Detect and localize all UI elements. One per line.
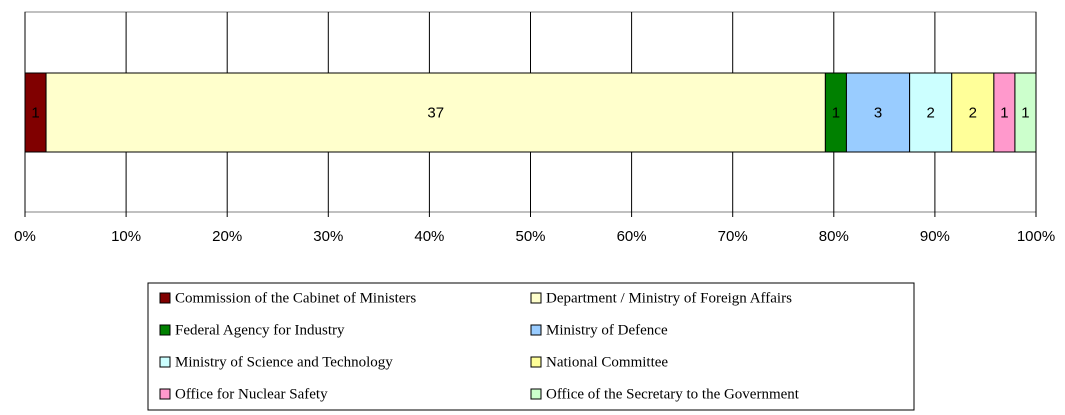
legend-swatch <box>159 388 171 400</box>
legend-swatch <box>159 356 171 368</box>
bar-segment <box>951 72 995 153</box>
x-tick-label: 40% <box>414 228 444 245</box>
bar-segment <box>1014 72 1037 153</box>
legend-label: Department / Ministry of Foreign Affairs <box>546 290 792 306</box>
legend-label: National Committee <box>546 354 668 370</box>
legend-swatch <box>530 356 542 368</box>
legend-label: Office of the Secretary to the Governmen… <box>546 386 800 402</box>
x-tick-label: 80% <box>819 228 849 245</box>
legend-label: Ministry of Defence <box>546 322 668 338</box>
legend-swatch <box>530 388 542 400</box>
data-label: 3 <box>874 104 882 121</box>
legend-swatch <box>159 292 171 304</box>
bar-segment <box>845 72 911 153</box>
x-tick-label: 0% <box>14 228 36 245</box>
x-tick-label: 90% <box>920 228 950 245</box>
data-label: 1 <box>31 104 39 121</box>
x-tick-label: 60% <box>617 228 647 245</box>
x-tick-label: 20% <box>212 228 242 245</box>
legend-swatch <box>530 292 542 304</box>
data-label: 1 <box>1000 104 1008 121</box>
legend-label: Federal Agency for Industry <box>175 322 345 338</box>
legend-label: Office for Nuclear Safety <box>175 386 328 402</box>
x-tick-label: 10% <box>111 228 141 245</box>
x-tick-label: 100% <box>1017 228 1055 245</box>
x-tick-label: 30% <box>313 228 343 245</box>
data-label: 1 <box>1021 104 1029 121</box>
data-label: 2 <box>927 104 935 121</box>
legend-swatch <box>159 324 171 336</box>
legend-label: Commission of the Cabinet of Ministers <box>175 290 416 306</box>
data-label: 37 <box>427 104 444 121</box>
bar-segment <box>909 72 953 153</box>
x-tick-label: 70% <box>718 228 748 245</box>
legend-swatch <box>530 324 542 336</box>
data-label: 1 <box>832 104 840 121</box>
bar-segment <box>45 72 826 153</box>
data-label: 2 <box>969 104 977 121</box>
x-tick-label: 50% <box>515 228 545 245</box>
legend-label: Ministry of Science and Technology <box>175 354 393 370</box>
